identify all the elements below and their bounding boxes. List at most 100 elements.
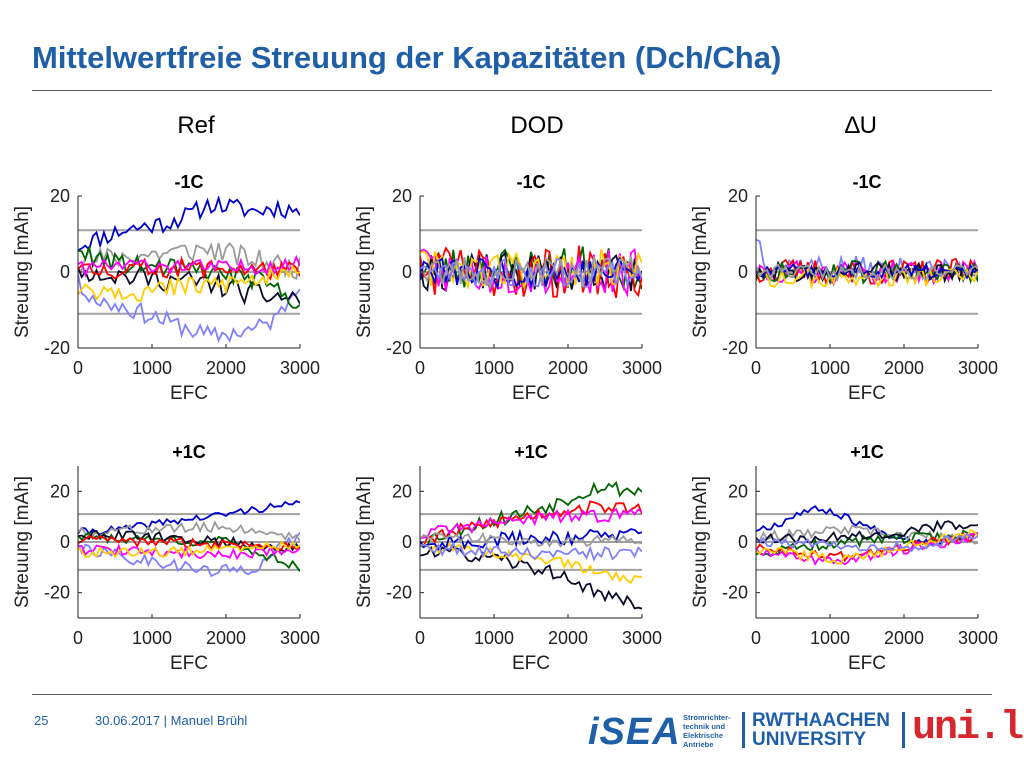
chart-title: +1C [850,442,884,462]
x-axis-label: EFC [512,653,550,674]
y-axis-label: Streuung [mAh] [354,206,375,338]
x-tick-label: 1000 [810,628,850,648]
series-line [420,507,642,540]
y-axis-label: Streuung [mAh] [690,206,711,338]
y-tick-label: 0 [738,532,748,552]
x-axis-label: EFC [170,383,208,404]
isea-logo: iSEA [588,711,681,753]
series-line [420,528,642,551]
x-tick-label: 2000 [884,358,924,378]
column-header-ref: Ref [177,112,215,139]
series-line [756,532,978,566]
series-line [78,246,300,309]
series-line [78,531,300,578]
series-line [78,540,300,559]
y-tick-label: 0 [60,532,70,552]
series-line [420,545,642,610]
chart-ref-cha: 0 1000 2000 3000 -20 0 20 +1C EFC Streuung [mAh] [12,442,320,674]
series-line [78,273,300,344]
x-axis-label: EFC [512,383,550,404]
x-tick-label: 3000 [280,628,320,648]
series-line [420,531,642,548]
x-tick-label: 1000 [132,628,172,648]
y-tick-label: 0 [60,262,70,282]
y-tick-label: -20 [722,338,748,358]
chart-dod-cha: 0 1000 2000 3000 -20 0 20 +1C EFC Streuung [mAh] [354,442,662,674]
y-axis-label: Streuung [mAh] [12,206,33,338]
x-tick-label: 3000 [958,628,998,648]
x-axis-label: EFC [848,383,886,404]
y-axis-label: Streuung [mAh] [354,476,375,608]
y-tick-label: 0 [402,532,412,552]
x-axis-label: EFC [848,653,886,674]
series-line [78,255,300,281]
chart-title: +1C [514,442,548,462]
series-line [78,254,300,278]
x-tick-label: 2000 [884,628,924,648]
y-tick-label: 20 [392,186,412,206]
y-tick-label: -20 [722,583,748,603]
series-line [756,263,978,283]
x-tick-label: 0 [751,628,761,648]
chart-title: -1C [174,172,203,192]
x-tick-label: 1000 [810,358,850,378]
y-tick-label: -20 [386,338,412,358]
column-header-du: ∆U [844,112,877,139]
page-number: 25 [34,713,49,728]
series-line [420,254,642,290]
chart-title: -1C [516,172,545,192]
x-tick-label: 2000 [548,628,588,648]
series-line [420,247,642,298]
y-tick-label: 0 [738,262,748,282]
chart-title: +1C [172,442,206,462]
x-tick-label: 2000 [206,628,246,648]
series-line [420,540,642,562]
series-line [420,256,642,291]
y-tick-label: 20 [728,481,748,501]
x-tick-label: 1000 [474,358,514,378]
x-tick-label: 0 [415,628,425,648]
x-axis-label: EFC [170,653,208,674]
x-tick-label: 3000 [280,358,320,378]
x-tick-label: 3000 [958,358,998,378]
series-line [78,264,300,306]
x-tick-label: 1000 [132,358,172,378]
chart-du-cha: 0 1000 2000 3000 -20 0 20 +1C EFC Streuung [mAh] [690,442,998,674]
logo-separator [742,712,745,748]
footer-divider [32,694,992,695]
y-tick-label: -20 [386,583,412,603]
y-axis-label: Streuung [mAh] [12,476,33,608]
y-tick-label: -20 [44,583,70,603]
x-tick-label: 0 [751,358,761,378]
isea-subtitle: Stromrichter- technik und Elektrische An… [683,713,731,749]
y-tick-label: 20 [50,186,70,206]
x-tick-label: 0 [415,358,425,378]
x-tick-label: 0 [73,628,83,648]
rwth-logo: RWTHAACHEN UNIVERSITY [752,710,890,750]
series-line [756,524,978,545]
title-divider [32,90,992,91]
chart-title: -1C [852,172,881,192]
series-line [756,532,978,553]
x-tick-label: 1000 [474,628,514,648]
unilu-logo: uni.lu [912,706,1024,751]
x-tick-label: 2000 [548,358,588,378]
series-line [756,529,978,565]
y-tick-label: 20 [392,481,412,501]
logo-separator-2 [902,712,905,748]
x-tick-label: 2000 [206,358,246,378]
series-line [78,196,300,252]
y-tick-label: 20 [50,481,70,501]
slide-title: Mittelwertfreie Streuung der Kapazitäten… [32,40,782,75]
y-tick-label: 0 [402,262,412,282]
date-author: 30.06.2017 | Manuel Brühl [95,713,248,728]
y-axis-label: Streuung [mAh] [690,476,711,608]
y-tick-label: -20 [44,338,70,358]
x-tick-label: 0 [73,358,83,378]
x-tick-label: 3000 [622,628,662,648]
x-tick-label: 3000 [622,358,662,378]
